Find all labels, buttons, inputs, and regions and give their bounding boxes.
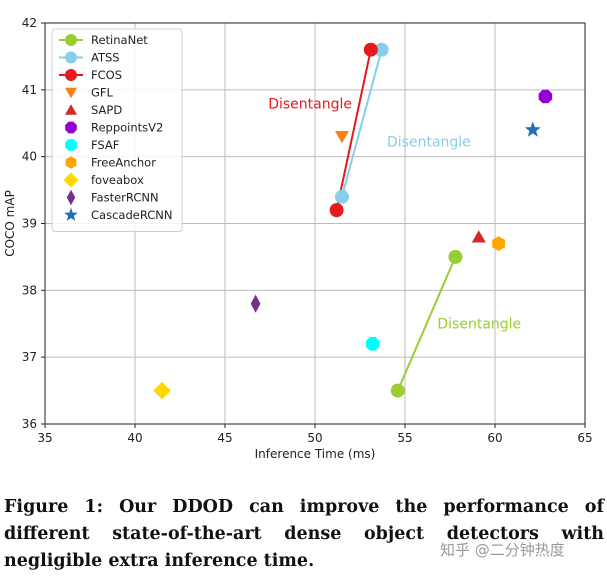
legend-box — [51, 28, 183, 232]
legend-marker-atss — [65, 51, 77, 64]
y-tick-label: 41 — [22, 83, 37, 97]
point-fcos — [329, 203, 344, 218]
point-cascadercnn — [524, 121, 541, 137]
point-reppointsv2 — [538, 89, 553, 104]
point-fcos — [363, 42, 378, 57]
figure: 35 40 45 50 55 60 65 36 37 38 39 40 41 42 Disentangle… — [3, 16, 593, 461]
point-freeanchor — [492, 236, 505, 251]
legend-label-fsaf: FSAF — [91, 138, 119, 152]
annotations: Disentangle Disentangle Disentangle — [268, 97, 521, 333]
x-tick-label: 40 — [127, 431, 142, 445]
y-axis-label: COCO mAP — [3, 190, 17, 257]
x-tick-label: 45 — [217, 431, 232, 445]
point-gfl — [335, 131, 349, 144]
x-tick-label: 55 — [397, 431, 412, 445]
x-tick-label: 50 — [307, 431, 322, 445]
annotation-disentangle: Disentangle — [437, 316, 521, 332]
legend-label-retinanet: RetinaNet — [91, 33, 148, 47]
annotation-disentangle: Disentangle — [387, 135, 471, 151]
point-atss — [335, 189, 349, 204]
legend-marker-fasterrcnn — [66, 189, 76, 206]
series-line-atss — [341, 49, 383, 198]
y-tick-label: 36 — [22, 417, 37, 431]
legend-label-cascadercnn: CascadeRCNN — [91, 208, 172, 222]
watermark: 知乎 @二分钟热度 — [440, 541, 565, 559]
legend-label-gfl: GFL — [91, 86, 114, 100]
legend-label-atss: ATSS — [91, 51, 120, 65]
legend-marker-fsaf — [65, 139, 77, 151]
point-foveabox — [153, 381, 171, 400]
point-sapd — [471, 230, 486, 243]
legend-label-sapd: SAPD — [91, 103, 122, 117]
point-retinanet — [390, 383, 405, 398]
legend-label-foveabox: foveabox — [91, 173, 144, 187]
y-tick-label: 42 — [22, 16, 37, 30]
annotation-disentangle: Disentangle — [268, 97, 352, 113]
x-tick-label: 35 — [37, 431, 52, 445]
x-axis-label: Inference Time (ms) — [255, 447, 376, 461]
legend-marker-fcos — [65, 69, 77, 81]
x-tick-label: 60 — [487, 431, 502, 445]
legend-marker-reppointsv2 — [65, 121, 77, 134]
x-tick-label: 65 — [577, 431, 592, 445]
series-line-fcos — [335, 49, 372, 211]
point-retinanet — [448, 249, 463, 264]
legend-label-fasterrcnn: FasterRCNN — [91, 191, 159, 205]
point-fsaf — [365, 337, 380, 351]
y-tick-label: 38 — [22, 283, 37, 297]
figure-caption: Figure 1: Our DDOD can improve the perfo… — [4, 497, 604, 571]
series-lines — [335, 49, 457, 391]
legend-marker-gfl — [65, 87, 77, 99]
y-tick-label: 40 — [22, 150, 37, 164]
legend-label-fcos: FCOS — [91, 68, 122, 82]
legend-marker-cascadercnn — [64, 207, 78, 221]
axis-ticks: 35 40 45 50 55 60 65 36 37 38 39 40 41 42 — [22, 16, 593, 445]
data-points — [153, 42, 553, 400]
series-line-retinanet — [396, 256, 457, 391]
legend-marker-foveabox — [63, 172, 79, 188]
y-tick-label: 39 — [22, 217, 37, 231]
point-fasterrcnn — [250, 294, 261, 313]
point-atss — [374, 42, 389, 57]
legend: RetinaNet ATSS FCOS GFL SAPD ReppointsV2 FSAF F… — [51, 28, 183, 232]
legend-marker-sapd — [65, 104, 77, 115]
legend-label-freeanchor: FreeAnchor — [91, 156, 156, 170]
scatter-chart: 35 40 45 50 55 60 65 36 37 38 39 40 41 42 Disentangle… — [3, 16, 593, 461]
y-tick-label: 37 — [22, 350, 37, 364]
legend-marker-freeanchor — [65, 156, 77, 169]
legend-marker-retinanet — [65, 34, 77, 46]
legend-label-reppointsv2: ReppointsV2 — [91, 121, 163, 135]
